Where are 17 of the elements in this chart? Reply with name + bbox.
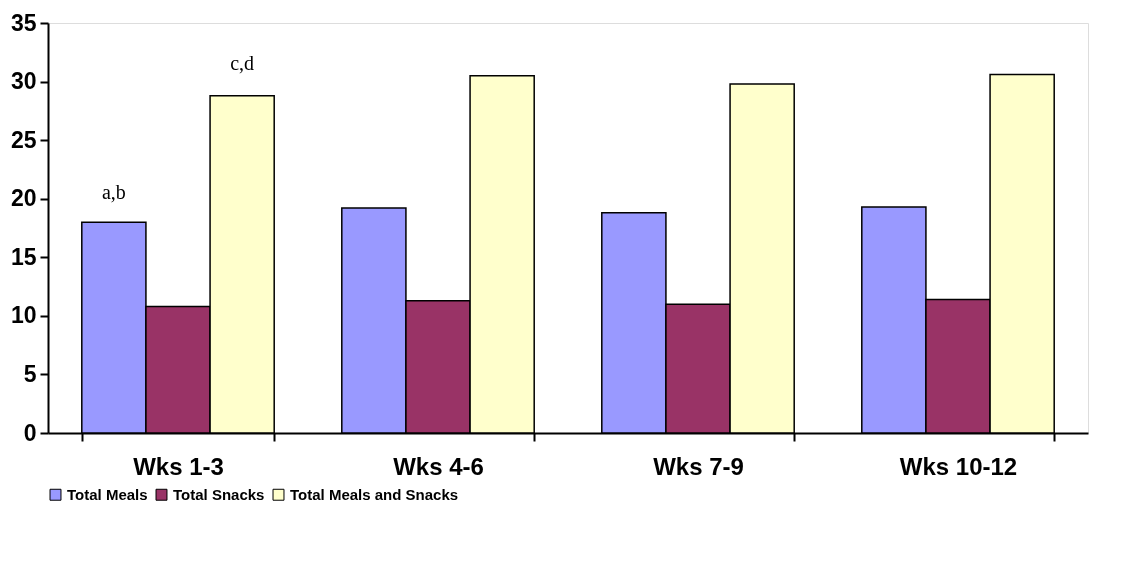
- y-tick-label: 10: [10, 302, 37, 329]
- y-tick-label: 5: [23, 360, 37, 387]
- legend-label: Total Meals: [67, 485, 148, 503]
- x-tick-label: Wks 1-3: [133, 452, 224, 480]
- y-tick-label: 15: [10, 243, 37, 270]
- legend-label: Total Snacks: [173, 485, 265, 503]
- y-tick-label: 30: [10, 68, 37, 95]
- x-tick-label: Wks 10-12: [899, 452, 1018, 480]
- x-tick-label: Wks 4-6: [393, 452, 484, 480]
- y-tick-label: 20: [10, 185, 37, 212]
- y-tick-label: 0: [23, 419, 37, 446]
- legend-label: Total Meals and Snacks: [290, 485, 459, 503]
- x-tick-label: Wks 7-9: [653, 452, 744, 480]
- annotation: a,b: [101, 181, 126, 204]
- y-tick-label: 35: [10, 9, 37, 36]
- annotation: c,d: [230, 52, 255, 74]
- y-tick-label: 25: [10, 126, 37, 153]
